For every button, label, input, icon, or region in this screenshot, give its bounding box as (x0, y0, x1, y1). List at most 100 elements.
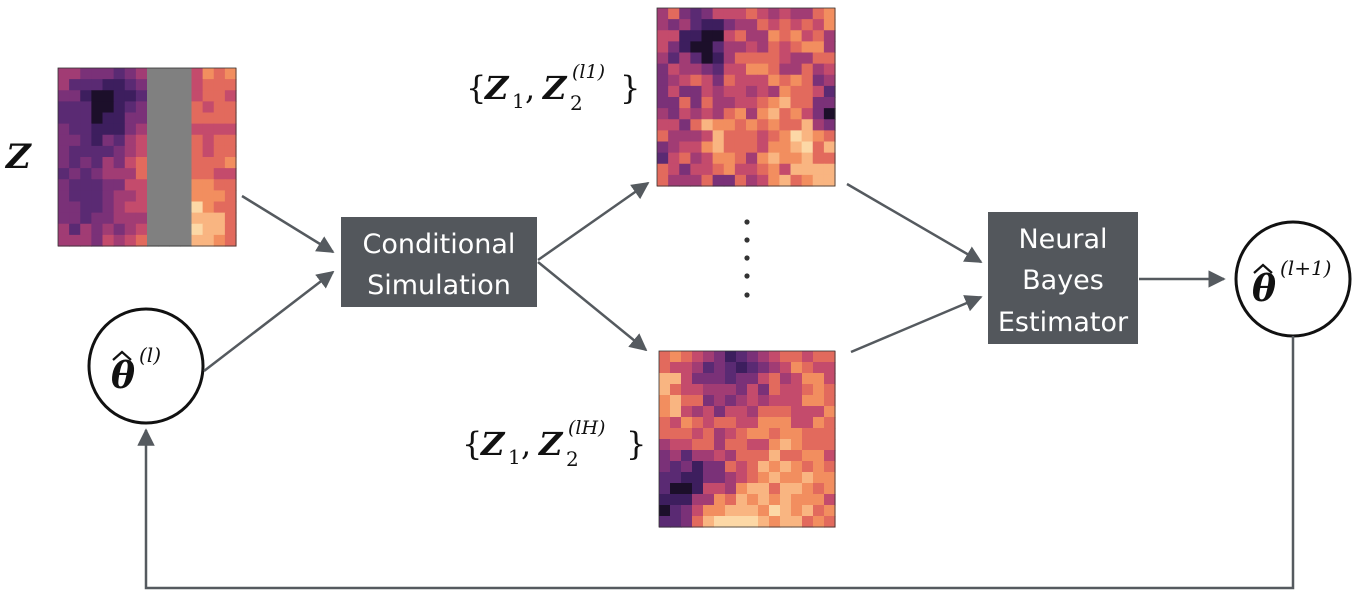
heatmap-cell (180, 68, 193, 80)
heatmap-cell (158, 157, 170, 169)
heatmap-cell (69, 168, 81, 180)
heatmap-cell (191, 145, 204, 158)
heatmap-cell (670, 362, 682, 374)
heatmap-cell (58, 190, 70, 203)
heatmap-cell (191, 68, 204, 80)
heatmap-cell (801, 41, 814, 54)
heatmap-cell (801, 174, 814, 187)
heatmap-cell (780, 472, 792, 484)
heatmap-cell (714, 395, 726, 407)
arrow-feedback-loop (137, 336, 1295, 590)
heatmap-cell (670, 417, 682, 429)
heatmap-cell (769, 450, 781, 462)
heatmap-cell (823, 19, 836, 31)
heatmap-cell (670, 494, 682, 506)
heatmap-cell (668, 97, 680, 109)
heatmap-cell (779, 41, 792, 54)
heatmap-cell (657, 19, 669, 31)
heatmap-cell (823, 52, 836, 65)
heatmap-cell (659, 406, 671, 418)
heatmap-cell (768, 30, 780, 42)
heatmap-cell (80, 168, 92, 180)
heatmap-cell (824, 439, 836, 451)
heatmap-cell (823, 152, 836, 165)
heatmap-cell (681, 494, 693, 506)
heatmap-cell (768, 108, 780, 120)
heatmap-cell (224, 79, 237, 91)
heatmap-cell (746, 141, 758, 154)
heatmap-cell (768, 130, 780, 143)
heatmap-cell (824, 406, 836, 418)
heatmap-cell (703, 406, 715, 418)
heatmap-cell (102, 190, 115, 203)
heatmap-cell (91, 145, 104, 158)
heatmap-cell (657, 174, 669, 187)
heatmap-cell (158, 90, 170, 102)
heatmap-cell (812, 30, 825, 42)
heatmap-cell (124, 90, 137, 102)
heatmap-cell (802, 494, 814, 506)
heatmap-cell (746, 19, 758, 31)
heatmap-cell (813, 406, 825, 418)
heatmap-cell (690, 41, 703, 54)
heatmap-cell (690, 74, 703, 87)
heatmap-cell (725, 505, 737, 517)
heatmap-cell (769, 373, 781, 385)
heatmap-cell (801, 74, 814, 87)
heatmap-cell (790, 74, 803, 87)
heatmap-cell (769, 362, 781, 374)
heatmap-cell (158, 168, 170, 180)
heatmap-cell (224, 223, 237, 236)
heatmap-cell (690, 8, 703, 20)
heatmap-cell (113, 201, 126, 214)
heatmap-cell (102, 179, 115, 191)
heatmap-cell (736, 494, 748, 506)
heatmap-cell (681, 373, 693, 385)
heatmap-cell (135, 68, 148, 80)
heatmap-cell (124, 79, 137, 91)
heatmap-cell (736, 428, 748, 440)
heatmap-cell (712, 30, 725, 42)
heatmap-cell (823, 85, 836, 98)
heatmap-cell (147, 223, 159, 236)
heatmap-cell (80, 123, 92, 136)
heatmap-cell (58, 223, 70, 236)
heatmap-cell (659, 516, 671, 528)
heatmap-cell (147, 68, 159, 80)
heatmap-cell (213, 79, 226, 91)
heatmap-cell (158, 134, 170, 147)
heatmap-cell (135, 123, 148, 136)
heatmap-cell (734, 85, 747, 98)
heatmap-cell (657, 130, 669, 143)
heatmap-cell (714, 472, 726, 484)
heatmap-cell (135, 201, 148, 214)
heatmap-cell (703, 428, 715, 440)
heatmap-cell (802, 351, 814, 363)
heatmap-cell (69, 112, 81, 125)
heatmap-cell (147, 157, 159, 169)
heatmap-cell (191, 101, 204, 114)
heatmap-cell (812, 41, 825, 54)
heatmap-cell (790, 130, 803, 143)
heatmap-cell (812, 19, 825, 31)
heatmap-cell (813, 450, 825, 462)
heatmap-cell (790, 119, 803, 131)
heatmap-cell (659, 373, 671, 385)
heatmap-cell (802, 516, 814, 528)
heatmap-cell (80, 79, 92, 91)
heatmap-cell (747, 461, 759, 473)
heatmap-cell (701, 52, 714, 65)
heatmap-cell (812, 97, 825, 109)
heatmap-cell (779, 85, 792, 98)
heatmap-cell (692, 505, 704, 517)
heatmap-cell (791, 395, 803, 407)
heatmap-cell (202, 112, 215, 125)
heatmap-cell (202, 79, 215, 91)
heatmap-cell (659, 384, 671, 396)
heatmap-cell (102, 212, 115, 225)
heatmap-cell (668, 30, 680, 42)
heatmap-cell (736, 472, 748, 484)
heatmap-cell (58, 112, 70, 125)
heatmap-cell (779, 130, 792, 143)
heatmap-cell (202, 201, 215, 214)
